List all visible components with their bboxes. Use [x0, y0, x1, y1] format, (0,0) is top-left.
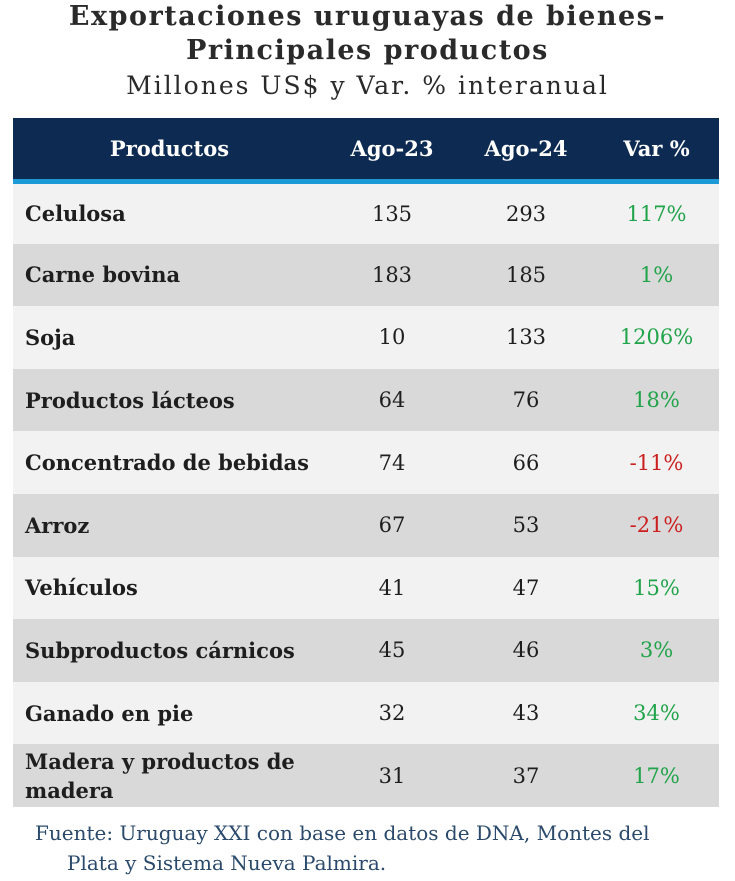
table-row: Subproductos cárnicos 45 46 3% — [13, 619, 719, 682]
table-row: Arroz 67 53 -21% — [13, 493, 719, 557]
var-percent-cell: 3% — [594, 619, 719, 682]
product-cell: Madera y productos de madera — [13, 744, 326, 807]
var-percent-cell: 1206% — [594, 306, 719, 369]
ago24-value-cell: 46 — [458, 619, 594, 682]
ago23-value-cell: 135 — [326, 181, 458, 244]
column-header-ago23: Ago-23 — [326, 118, 458, 184]
product-cell: Vehículos — [13, 556, 326, 620]
var-percent-cell: 117% — [594, 181, 719, 244]
ago23-value-cell: 31 — [326, 744, 458, 807]
ago24-value-cell: 43 — [458, 681, 594, 745]
column-header-ago24: Ago-24 — [458, 118, 594, 184]
table-row: Celulosa 135 293 117% — [13, 181, 719, 244]
product-cell: Soja — [13, 306, 326, 369]
column-header-productos: Productos — [13, 118, 326, 184]
var-percent-cell: -11% — [594, 431, 719, 494]
table-row: Vehículos 41 47 15% — [13, 556, 719, 620]
var-percent-cell: 15% — [594, 556, 719, 620]
ago23-value-cell: 45 — [326, 619, 458, 682]
ago23-value-cell: 74 — [326, 431, 458, 494]
ago24-value-cell: 53 — [458, 493, 594, 557]
ago23-value-cell: 41 — [326, 556, 458, 620]
ago23-value-cell: 10 — [326, 306, 458, 369]
product-cell: Carne bovina — [13, 243, 326, 307]
product-cell: Celulosa — [13, 181, 326, 244]
table-row: Concentrado de bebidas 74 66 -11% — [13, 431, 719, 494]
title-block: Exportaciones uruguayas de bienes- Princ… — [0, 0, 735, 102]
product-cell: Productos lácteos — [13, 368, 326, 432]
table-row: Carne bovina 183 185 1% — [13, 243, 719, 307]
ago24-value-cell: 293 — [458, 181, 594, 244]
page-title: Exportaciones uruguayas de bienes- — [68, 1, 667, 32]
source-line2: Plata y Sistema Nueva Palmira. — [67, 851, 387, 875]
column-header-var: Var % — [594, 118, 719, 184]
source-note: Fuente: Uruguay XXI con base en datos de… — [35, 818, 725, 878]
ago24-value-cell: 185 — [458, 243, 594, 307]
page-subtitle: Millones US$ y Var. % interanual — [126, 71, 609, 100]
ago24-value-cell: 76 — [458, 368, 594, 432]
var-percent-cell: 17% — [594, 744, 719, 807]
page-title-line2: Principales productos — [186, 35, 549, 66]
var-percent-cell: 34% — [594, 681, 719, 745]
exports-table: Productos Ago-23 Ago-24 Var % Celulosa 13… — [13, 118, 719, 807]
ago24-value-cell: 66 — [458, 431, 594, 494]
ago23-value-cell: 64 — [326, 368, 458, 432]
var-percent-cell: -21% — [594, 493, 719, 557]
product-cell: Arroz — [13, 493, 326, 557]
table-header-row: Productos Ago-23 Ago-24 Var % — [13, 118, 719, 184]
product-cell: Concentrado de bebidas — [13, 431, 326, 494]
var-percent-cell: 1% — [594, 243, 719, 307]
table-row: Productos lácteos 64 76 18% — [13, 368, 719, 432]
table-row: Soja 10 133 1206% — [13, 306, 719, 369]
ago23-value-cell: 183 — [326, 243, 458, 307]
product-cell: Ganado en pie — [13, 681, 326, 745]
product-cell: Subproductos cárnicos — [13, 619, 326, 682]
table-row: Madera y productos de madera 31 37 17% — [13, 744, 719, 807]
ago23-value-cell: 32 — [326, 681, 458, 745]
ago24-value-cell: 47 — [458, 556, 594, 620]
ago23-value-cell: 67 — [326, 493, 458, 557]
table-body: Celulosa 135 293 117% Carne bovina 183 185 1% So… — [13, 181, 719, 807]
table-row: Ganado en pie 32 43 34% — [13, 681, 719, 745]
ago24-value-cell: 133 — [458, 306, 594, 369]
ago24-value-cell: 37 — [458, 744, 594, 807]
var-percent-cell: 18% — [594, 368, 719, 432]
source-line1: Fuente: Uruguay XXI con base en datos de… — [35, 821, 650, 845]
